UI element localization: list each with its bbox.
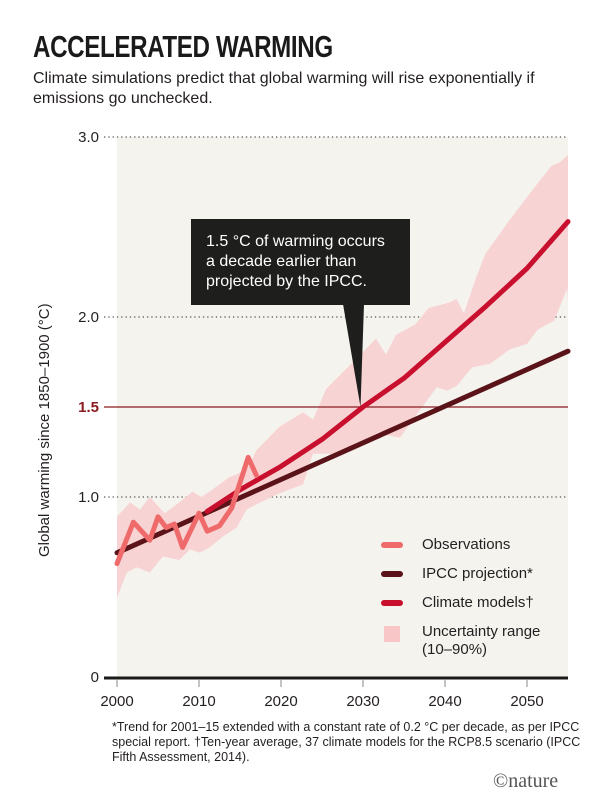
- x-ticks: 2000 2010 2020 2030 2040 2050: [100, 679, 544, 710]
- legend: Observations IPCC projection* Climate mo…: [381, 536, 541, 658]
- legend-label-models: Climate models†: [422, 594, 534, 611]
- chart-title: ACCELERATED WARMING: [33, 29, 333, 64]
- legend-item-uncertainty: Uncertainty range (10–90%): [381, 623, 541, 658]
- footnote: *Trend for 2001–15 extended with a const…: [112, 720, 581, 764]
- legend-item-observations: Observations: [381, 536, 540, 565]
- legend-label-uncertainty-range: (10–90%): [422, 641, 488, 658]
- callout-line-1: 1.5 °C of warming occurs: [206, 233, 385, 250]
- legend-item-ipcc: IPCC projection*: [381, 565, 540, 594]
- nature-logo: ©nature: [493, 770, 559, 792]
- callout-line-3: projected by the IPCC.: [206, 273, 367, 290]
- ipcc-swatch: [381, 571, 403, 577]
- observations-swatch: [381, 542, 403, 548]
- y-tick-label-1-5: 1.5: [78, 399, 99, 416]
- y-ticks: 0 1.0 1.5 2.0 3.0: [78, 129, 99, 686]
- observations-line: [114, 454, 259, 567]
- models-swatch: [381, 600, 403, 606]
- legend-label-observations: Observations: [422, 536, 511, 553]
- y-tick-label-1: 1.0: [78, 489, 99, 506]
- x-tick-label-2040: 2040: [428, 693, 461, 710]
- chart-subtitle: Climate simulations predict that global …: [33, 70, 535, 107]
- climate-models-line: [204, 219, 571, 514]
- legend-label-uncertainty: Uncertainty range: [422, 623, 541, 640]
- y-tick-label-0: 0: [91, 669, 99, 686]
- callout-line-2: a decade earlier than: [206, 253, 357, 270]
- uncertainty-swatch: [384, 626, 400, 642]
- y-tick-label-2: 2.0: [78, 309, 99, 326]
- y-tick-label-3: 3.0: [78, 129, 99, 146]
- legend-item-models: Climate models†: [381, 594, 540, 623]
- x-tick-label-2010: 2010: [182, 693, 215, 710]
- callout-box: 1.5 °C of warming occurs a decade earlie…: [191, 219, 410, 305]
- callout-pointer: [343, 304, 364, 407]
- legend-label-ipcc: IPCC projection*: [422, 565, 533, 582]
- uncertainty-band: [117, 155, 568, 598]
- x-tick-label-2020: 2020: [264, 693, 297, 710]
- x-tick-label-2050: 2050: [510, 693, 543, 710]
- x-tick-label-2030: 2030: [346, 693, 379, 710]
- x-tick-label-2000: 2000: [100, 693, 133, 710]
- ipcc-projection-line: [114, 348, 571, 556]
